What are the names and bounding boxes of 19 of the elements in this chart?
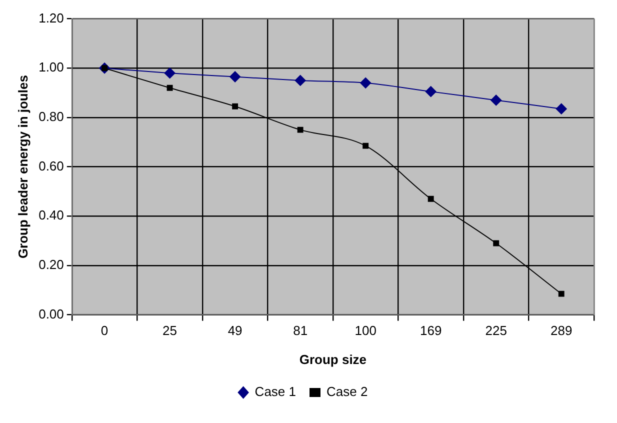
legend-label: Case 2 [326,384,368,400]
y-tick-label: 0.60 [38,158,64,174]
x-tick-label: 0 [100,323,108,338]
y-tick-label: 0.80 [38,109,64,124]
y-tick-label: 0.40 [38,208,64,223]
x-axis-title: Group size [299,352,367,367]
y-axis-title: Group leader energy in joules [15,75,30,259]
x-tick-label: 81 [293,323,308,338]
x-tick-label: 49 [228,323,242,338]
x-tick-label: 169 [420,323,442,338]
x-tick-label: 289 [550,323,572,338]
y-tick-label: 1.20 [38,10,64,26]
y-tick-label: 1.00 [38,60,64,75]
x-tick-label: 225 [485,323,507,338]
legend-label: Case 1 [254,384,296,400]
x-tick-label: 100 [354,323,376,338]
x-tick-label: 25 [162,323,178,338]
y-tick-label: 0.00 [38,306,64,322]
y-tick-label: 0.20 [38,257,64,272]
